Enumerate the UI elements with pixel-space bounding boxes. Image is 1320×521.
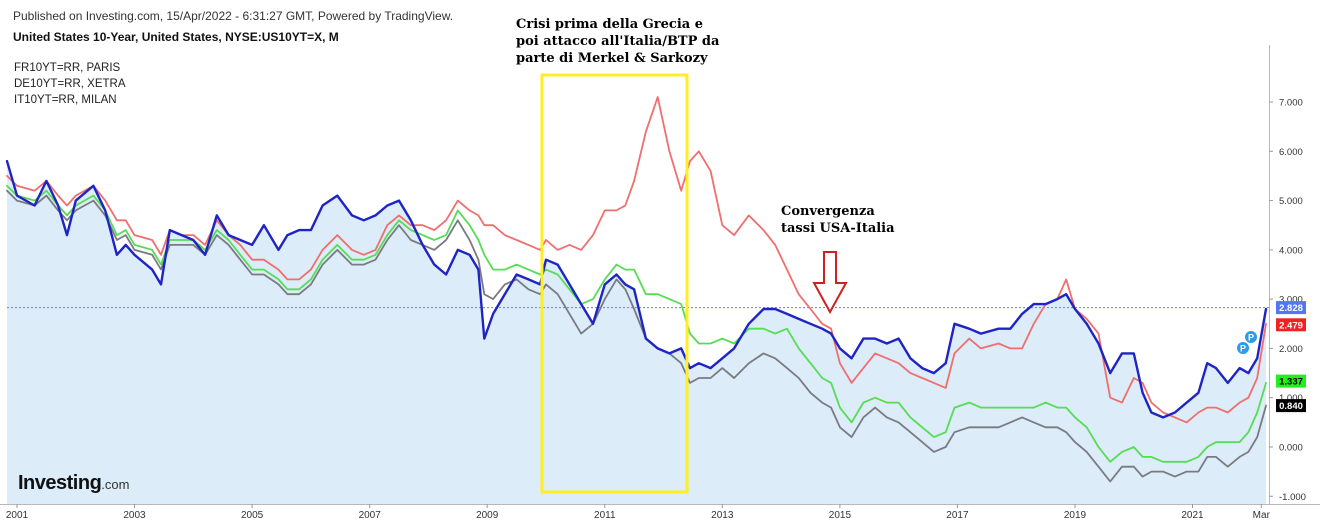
series-line-it (6, 96, 1267, 424)
logo-text: Investing (18, 472, 102, 494)
crisis-annotation-line: poi attacco all'Italia/BTP da (516, 34, 720, 49)
investing-logo: Investing.com (18, 472, 129, 495)
x-tick-label: 2001 (6, 510, 29, 521)
down-arrow (812, 251, 848, 315)
y-tick-label: 0.000 (1279, 443, 1303, 454)
convergence-annotation-line: tassi USA-Italia (781, 221, 895, 236)
x-tick-label: 2005 (241, 510, 264, 521)
x-tick-label: 2021 (1181, 510, 1204, 521)
x-tick-label: 2003 (123, 510, 146, 521)
last-value-tag (1276, 399, 1306, 413)
crisis-annotation: Crisi prima della Grecia e poi attacco a… (516, 16, 719, 67)
legend-item-fr: FR10YT=RR, PARIS (14, 62, 121, 74)
chart-subtitle: United States 10-Year, United States, NY… (13, 30, 339, 44)
last-value-tag (1276, 301, 1306, 315)
x-tick-label: 2017 (946, 510, 969, 521)
y-tick-label: 3.000 (1279, 295, 1303, 306)
convergence-annotation: Convergenza tassi USA-Italia (781, 203, 895, 237)
x-tick-label: 2019 (1064, 510, 1087, 521)
logo-suffix: .com (101, 477, 130, 492)
event-badge-letter: P (1240, 344, 1246, 354)
legend-item-de: DE10YT=RR, XETRA (14, 78, 126, 90)
last-value-label: 2.828 (1279, 303, 1303, 314)
convergence-annotation-line: Convergenza (781, 204, 875, 219)
y-tick-label: 1.000 (1279, 393, 1303, 404)
x-tick-label: 2013 (711, 510, 734, 521)
last-value-tag (1276, 374, 1306, 388)
y-tick-label: 2.000 (1279, 344, 1303, 355)
series-line-us (5, 159, 1268, 419)
y-tick-label: 7.000 (1279, 98, 1303, 109)
publish-line: Published on Investing.com, 15/Apr/2022 … (13, 9, 454, 23)
x-tick-label: Mar (1253, 510, 1271, 521)
last-value-label: 2.479 (1279, 320, 1303, 331)
series-line-fr (6, 184, 1267, 463)
x-tick-label: 2007 (359, 510, 382, 521)
y-tick-label: -1.000 (1279, 492, 1306, 503)
y-tick-label: 6.000 (1279, 147, 1303, 158)
event-badge-letter: P (1248, 333, 1254, 343)
event-badge-icon (1236, 341, 1250, 355)
x-tick-label: 2015 (829, 510, 852, 521)
crisis-highlight-box (540, 73, 689, 494)
last-value-label: 0.840 (1279, 401, 1303, 412)
crisis-annotation-line: Crisi prima della Grecia e (516, 17, 703, 32)
event-badge-icon (1244, 330, 1258, 344)
last-value-label: 1.337 (1279, 377, 1303, 388)
x-tick-label: 2011 (594, 510, 616, 521)
y-tick-label: 4.000 (1279, 245, 1303, 256)
legend: FR10YT=RR, PARIS DE10YT=RR, XETRA IT10YT… (14, 60, 126, 108)
legend-item-it: IT10YT=RR, MILAN (14, 94, 117, 106)
y-tick-label: 5.000 (1279, 196, 1303, 207)
crisis-annotation-line: parte di Merkel & Sarkozy (516, 51, 708, 66)
series-line-de (6, 189, 1267, 483)
last-value-tag (1276, 318, 1306, 332)
x-tick-label: 2009 (476, 510, 499, 521)
